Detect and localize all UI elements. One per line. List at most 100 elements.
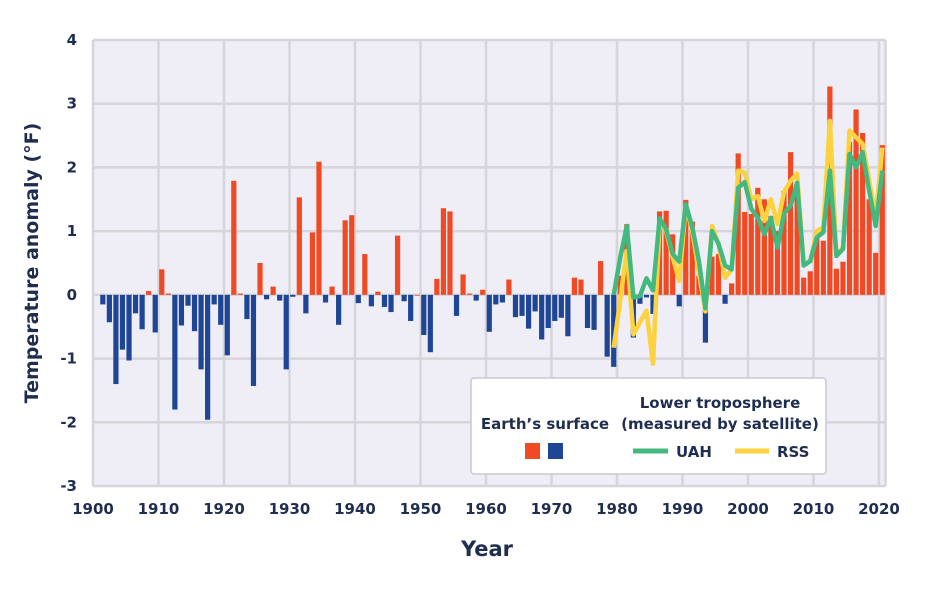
surface-bar-1996 [722, 294, 728, 304]
legend-troposphere-title-1: Lower troposphere [640, 394, 801, 412]
surface-bar-1941 [362, 254, 368, 295]
surface-bar-1963 [506, 279, 512, 295]
surface-bar-1957 [467, 293, 473, 295]
x-tick-label: 2010 [793, 500, 835, 518]
surface-bar-1917 [205, 294, 211, 420]
x-tick-label: 1970 [531, 500, 573, 518]
surface-bar-1923 [244, 294, 250, 320]
surface-bar-1937 [336, 294, 342, 325]
surface-bar-2015 [846, 141, 853, 295]
surface-bar-1976 [591, 294, 597, 330]
legend-surface-positive-swatch [525, 443, 540, 459]
surface-bar-1920 [224, 294, 230, 356]
surface-bar-1933 [309, 232, 316, 295]
x-tick-label: 2020 [858, 500, 900, 518]
surface-bar-1951 [427, 294, 433, 353]
surface-bar-1945 [388, 294, 394, 313]
surface-bar-2002 [761, 199, 767, 295]
x-tick-label: 1940 [334, 500, 376, 518]
legend-troposphere-title-2: (measured by satellite) [621, 415, 819, 433]
surface-bar-1983 [637, 294, 643, 304]
surface-bar-1987 [663, 210, 669, 295]
surface-bar-1958 [473, 294, 479, 301]
surface-bar-1918 [211, 294, 217, 305]
surface-bar-1932 [303, 294, 309, 314]
legend-surface-negative-swatch [548, 443, 563, 459]
x-tick-label: 2000 [727, 500, 769, 518]
legend-rss-label: RSS [777, 443, 809, 461]
surface-bar-1934 [316, 161, 322, 295]
x-tick-label: 1980 [596, 500, 638, 518]
surface-bar-1939 [349, 215, 355, 295]
surface-bar-2005 [781, 191, 787, 295]
y-tick-label: -1 [60, 350, 77, 368]
surface-bars [100, 86, 885, 420]
surface-bar-1989 [676, 294, 682, 307]
y-tick-label: 4 [67, 31, 77, 49]
surface-bar-1993 [702, 294, 709, 343]
surface-bar-2020 [879, 145, 885, 295]
surface-bar-1906 [132, 294, 139, 314]
surface-bar-2000 [748, 213, 754, 295]
surface-bar-1935 [322, 294, 329, 303]
satellite-lines [611, 118, 885, 366]
surface-bar-1998 [735, 153, 741, 295]
surface-bar-1967 [532, 294, 538, 312]
surface-bar-1928 [277, 294, 283, 301]
surface-bar-1902 [106, 294, 112, 323]
x-tick-label: 1930 [269, 500, 311, 518]
surface-bar-1969 [545, 294, 551, 328]
surface-bar-1926 [263, 294, 270, 300]
surface-bar-2003 [768, 215, 774, 295]
x-axis-title: Year [460, 537, 514, 561]
y-tick-label: -3 [60, 477, 77, 495]
surface-bar-1904 [119, 294, 126, 350]
surface-bar-1944 [381, 294, 388, 307]
y-tick-label: 3 [67, 95, 77, 113]
tick-labels: 1900 1910 1920 1930 1940 1950 1960 1970 1980 1990… [60, 31, 900, 518]
surface-bar-1968 [539, 294, 545, 340]
surface-bar-1984 [643, 294, 650, 298]
surface-bar-2004 [774, 231, 781, 295]
y-tick-label: -2 [60, 413, 77, 431]
y-tick-label: 2 [67, 158, 77, 176]
surface-bar-2001 [755, 187, 761, 295]
surface-bar-1907 [139, 294, 145, 330]
y-axis-title: Temperature anomaly (°F) [21, 123, 43, 404]
surface-bar-2010 [814, 231, 820, 295]
surface-bar-1948 [408, 294, 414, 321]
surface-bar-1985 [650, 294, 656, 314]
x-tick-label: 1990 [662, 500, 704, 518]
surface-bar-1947 [401, 294, 407, 302]
surface-bar-1972 [565, 294, 571, 337]
y-tick-label: 1 [67, 222, 77, 240]
surface-bar-1942 [368, 294, 374, 307]
surface-bar-1912 [172, 294, 178, 410]
surface-bar-1930 [290, 294, 296, 297]
x-tick-label: 1910 [138, 500, 180, 518]
surface-bar-1978 [604, 294, 610, 357]
surface-bar-1974 [578, 279, 584, 295]
surface-bar-1979 [611, 294, 617, 367]
surface-bar-1990 [683, 199, 689, 295]
surface-bar-2008 [801, 277, 807, 295]
surface-bar-2016 [853, 109, 859, 295]
surface-bar-2009 [807, 271, 813, 295]
surface-bar-1953 [440, 208, 447, 295]
surface-bar-1925 [257, 263, 263, 295]
surface-bar-2013 [833, 268, 840, 295]
legend-surface-label: Earth’s surface [481, 415, 609, 433]
surface-bar-1977 [598, 261, 604, 295]
surface-bar-1956 [460, 274, 466, 295]
x-tick-label: 1900 [72, 500, 114, 518]
surface-bar-1924 [250, 294, 257, 386]
surface-bar-2017 [860, 133, 866, 295]
surface-bar-1919 [218, 294, 224, 325]
surface-bar-1938 [342, 220, 348, 295]
surface-bar-2006 [787, 152, 794, 295]
surface-bar-1931 [296, 197, 302, 295]
surface-bar-1908 [146, 291, 152, 295]
surface-bar-1901 [100, 294, 106, 305]
